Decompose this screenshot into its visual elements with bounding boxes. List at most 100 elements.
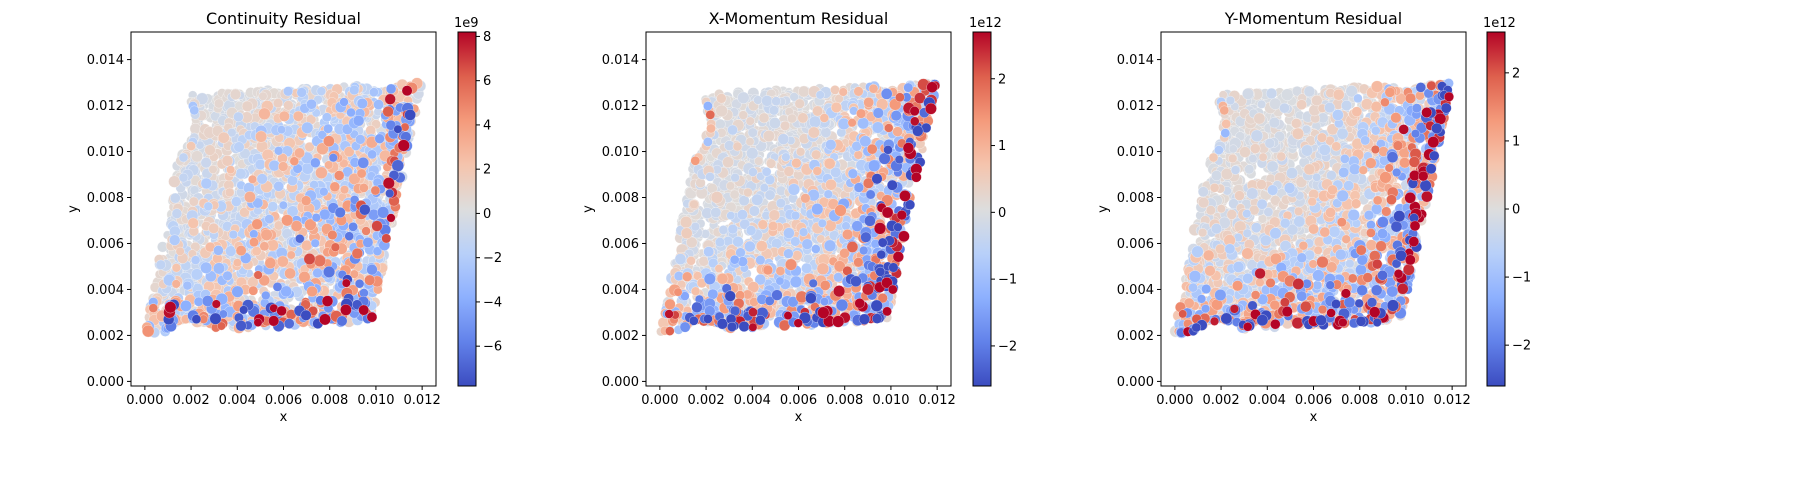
scatter-point: [142, 325, 154, 337]
scatter-point: [769, 117, 780, 128]
scatter-point: [402, 86, 412, 96]
scatter-point: [784, 166, 794, 176]
scatter-point: [787, 114, 796, 123]
scatter-point: [330, 182, 340, 192]
scatter-point: [778, 134, 789, 145]
scatter-point: [854, 151, 863, 160]
scatter-point: [776, 266, 785, 275]
scatter-point: [335, 207, 346, 218]
scatter-point: [172, 209, 182, 219]
scatter-point: [723, 157, 734, 168]
scatter-point: [367, 264, 378, 275]
scatter-point: [756, 241, 767, 252]
scatter-point: [254, 271, 263, 280]
scatter-point: [704, 247, 714, 257]
scatter-point: [180, 300, 191, 311]
scatter-point: [290, 157, 299, 166]
scatter-point: [386, 84, 396, 94]
chart-title: Continuity Residual: [206, 9, 361, 28]
colorbar-tick-label: 2: [483, 163, 491, 178]
scatter-point: [681, 228, 692, 239]
colorbar-tick-label: 4: [483, 118, 491, 133]
scatter-point: [799, 228, 808, 237]
scatter-point: [758, 220, 768, 230]
colorbar-tick-label: 6: [483, 74, 491, 89]
scatter-point: [244, 191, 255, 202]
scatter-point: [322, 113, 331, 122]
scatter-point: [209, 165, 218, 174]
scatter-point: [792, 158, 802, 168]
scatter-point: [824, 158, 835, 169]
scatter-point: [737, 210, 747, 220]
scatter-point: [268, 202, 278, 212]
scatter-point: [703, 137, 712, 146]
scatter-point: [274, 181, 284, 191]
scatter-point: [746, 147, 758, 159]
scatter-point: [347, 108, 356, 117]
scatter-point: [367, 312, 377, 322]
scatter-point: [294, 148, 304, 158]
scatter-point: [261, 291, 270, 300]
scatter-point: [798, 86, 809, 97]
scatter-point: [261, 229, 273, 241]
scatter-point: [382, 234, 391, 243]
scatter-point: [368, 150, 377, 159]
scatter-point: [306, 99, 316, 109]
scatter-point: [762, 167, 771, 176]
scatter-point: [752, 194, 764, 206]
scatter-point: [842, 222, 851, 231]
x-tick-label: 0.010: [357, 393, 394, 408]
scatter-point: [277, 306, 287, 316]
scatter-point: [187, 142, 196, 151]
scatter-point: [349, 85, 359, 95]
scatter-point: [260, 242, 269, 251]
scatter-point: [192, 315, 201, 324]
scatter-point: [746, 226, 756, 236]
scatter-point: [283, 87, 293, 97]
scatter-point: [302, 122, 314, 134]
y-tick-label: 0.000: [87, 375, 124, 390]
scatter-point: [337, 316, 347, 326]
scatter-point: [711, 207, 721, 217]
scatter-point: [893, 127, 903, 137]
scatter-point: [287, 175, 297, 185]
scatter-point: [210, 313, 222, 325]
scatter-point: [739, 111, 748, 120]
scatter-point: [738, 92, 750, 104]
scatter-point: [680, 216, 692, 228]
scatter-points: [142, 78, 426, 338]
scatter-point: [825, 179, 836, 190]
scatter-point: [172, 263, 181, 272]
scatter-point: [820, 114, 829, 123]
scatter-point: [311, 239, 320, 248]
scatter-point: [287, 251, 295, 259]
scatter-point: [784, 249, 794, 259]
scatter-point: [213, 245, 223, 255]
scatter-point: [236, 245, 246, 255]
scatter-point: [258, 108, 270, 120]
scatter-point: [760, 184, 769, 193]
scatter-point: [811, 245, 820, 254]
scatter-point: [727, 211, 735, 219]
scatter-point: [731, 173, 740, 182]
scatter-point: [831, 102, 842, 113]
scatter-point: [310, 158, 320, 168]
scatter-point: [323, 136, 334, 147]
y-tick-label: 0.002: [87, 329, 124, 344]
scatter-point: [200, 262, 212, 274]
scatter-point: [818, 219, 827, 228]
scatter-point: [248, 175, 257, 184]
scatter-point: [242, 101, 253, 112]
scatter-point: [392, 160, 404, 172]
scatter-point: [223, 271, 233, 281]
scatter-point: [792, 251, 802, 261]
scatter-point: [772, 97, 781, 106]
x-tick-label: 0.004: [219, 393, 256, 408]
scatter-point: [769, 106, 779, 116]
y-tick-label: 0.010: [87, 145, 124, 160]
scatter-points: [656, 79, 940, 336]
scatter-point: [274, 146, 283, 155]
scatter-point: [295, 234, 304, 243]
